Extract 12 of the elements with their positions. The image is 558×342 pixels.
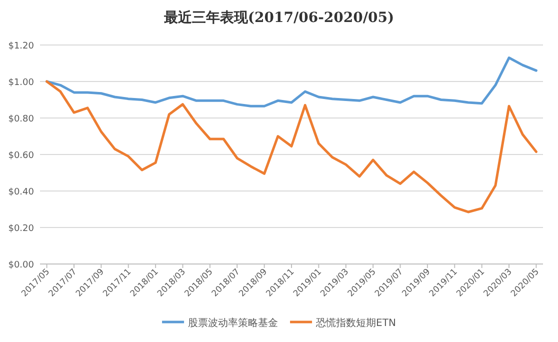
chart-title: 最近三年表现(2017/06-2020/05) (162, 9, 394, 26)
y-tick-label: $0.40 (8, 188, 34, 198)
y-tick-label: $0.80 (8, 114, 34, 124)
y-tick-label: $0.00 (8, 260, 34, 270)
y-tick-label: $0.20 (8, 224, 34, 234)
y-tick-label: $0.60 (8, 151, 34, 161)
legend-label: 恐慌指数短期ETN (315, 317, 396, 329)
y-tick-label: $1.20 (8, 42, 34, 52)
y-tick-label: $1.00 (8, 78, 34, 88)
line-series (46, 80, 538, 214)
legend-label: 股票波动率策略基金 (188, 317, 278, 329)
line-series (46, 56, 538, 108)
